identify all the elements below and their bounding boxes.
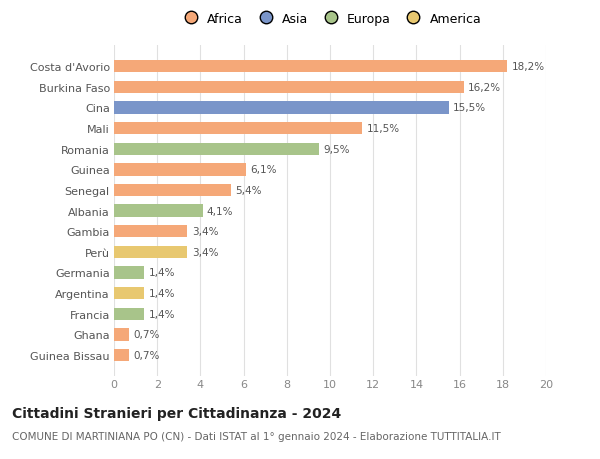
Legend: Africa, Asia, Europa, America: Africa, Asia, Europa, America [179, 12, 481, 25]
Text: 9,5%: 9,5% [323, 145, 350, 154]
Text: 3,4%: 3,4% [192, 227, 218, 237]
Bar [114, 287, 144, 300]
Text: 1,4%: 1,4% [149, 268, 175, 278]
Bar [114, 267, 144, 279]
Bar [114, 246, 187, 258]
Text: 1,4%: 1,4% [149, 309, 175, 319]
Text: 1,4%: 1,4% [149, 288, 175, 298]
Text: 5,4%: 5,4% [235, 185, 262, 196]
Bar [114, 185, 230, 197]
Text: 0,7%: 0,7% [133, 330, 160, 340]
Text: Cittadini Stranieri per Cittadinanza - 2024: Cittadini Stranieri per Cittadinanza - 2… [12, 406, 341, 420]
Text: 15,5%: 15,5% [453, 103, 486, 113]
Bar [114, 329, 129, 341]
Bar [114, 82, 464, 94]
Bar [114, 205, 203, 217]
Bar [114, 102, 449, 114]
Text: 6,1%: 6,1% [250, 165, 277, 175]
Bar [114, 61, 507, 73]
Text: 3,4%: 3,4% [192, 247, 218, 257]
Bar [114, 225, 187, 238]
Text: 11,5%: 11,5% [367, 124, 400, 134]
Bar [114, 308, 144, 320]
Text: 4,1%: 4,1% [207, 206, 233, 216]
Text: 18,2%: 18,2% [511, 62, 545, 72]
Bar [114, 349, 129, 361]
Bar [114, 123, 362, 135]
Text: COMUNE DI MARTINIANA PO (CN) - Dati ISTAT al 1° gennaio 2024 - Elaborazione TUTT: COMUNE DI MARTINIANA PO (CN) - Dati ISTA… [12, 431, 501, 442]
Bar [114, 143, 319, 156]
Text: 16,2%: 16,2% [468, 83, 502, 93]
Text: 0,7%: 0,7% [133, 350, 160, 360]
Bar [114, 164, 246, 176]
